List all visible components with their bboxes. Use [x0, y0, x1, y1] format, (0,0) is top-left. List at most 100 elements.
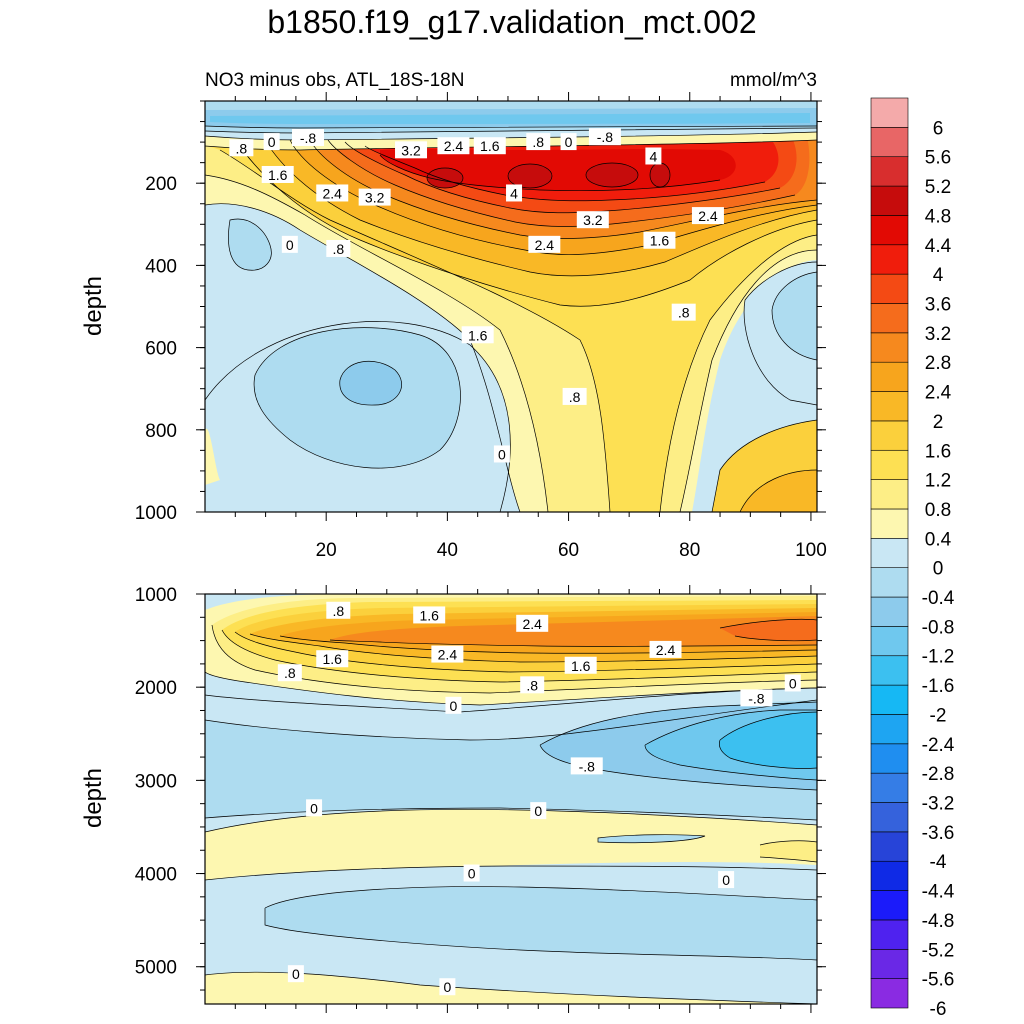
svg-text:1.6: 1.6: [480, 138, 500, 154]
svg-text:0: 0: [789, 675, 797, 691]
contour-label: 0: [287, 965, 304, 983]
colorbar-swatch: [870, 449, 909, 480]
contour-label: .8: [671, 303, 696, 321]
x-tick-label: 20: [316, 540, 337, 561]
bottom-panel: 1000 2000 3000 4000 5000 .8 1.6 2.4 2.4 1.6 .8 1.6…: [80, 585, 826, 1013]
colorbar-label: 6: [933, 118, 944, 139]
contour-label: 2.4: [516, 614, 549, 632]
top-y-axis-title: depth: [80, 276, 107, 336]
svg-text:0: 0: [286, 237, 294, 253]
colorbar-label: 3.6: [925, 294, 951, 315]
bottom-y-axis-title: depth: [80, 768, 107, 828]
svg-text:.8: .8: [332, 603, 344, 619]
svg-text:2.4: 2.4: [444, 138, 464, 154]
contour-label: 0: [306, 799, 323, 817]
contour-label: 3.2: [576, 211, 609, 229]
colorbar-label: -6: [930, 999, 947, 1020]
colorbar-swatch: [870, 714, 909, 745]
colorbar-swatch: [870, 332, 909, 363]
colorbar-label: -2: [930, 705, 947, 726]
colorbar-label: -1.6: [922, 676, 955, 697]
contour-label: -.8: [570, 757, 603, 775]
colorbar-swatch: [870, 802, 909, 833]
svg-text:1.6: 1.6: [571, 658, 591, 674]
svg-text:1.6: 1.6: [419, 607, 439, 623]
contour-label: 3.2: [358, 188, 391, 206]
x-tick-label: 60: [558, 540, 579, 561]
contour-label: 0: [560, 133, 577, 151]
colorbar-label: 3.2: [925, 324, 951, 345]
svg-text:2.4: 2.4: [522, 616, 542, 632]
y-tick-label: 600: [145, 339, 177, 360]
svg-text:.8: .8: [532, 134, 544, 150]
colorbar-swatch: [870, 919, 909, 950]
contour-label: -.8: [588, 128, 621, 146]
colorbar-label: 2: [933, 412, 944, 433]
y-tick-label: 400: [145, 256, 177, 277]
colorbar-label: -1.2: [922, 647, 955, 668]
bottom-plot-frame: [204, 593, 818, 1005]
svg-text:0: 0: [292, 966, 300, 982]
svg-text:0: 0: [534, 803, 542, 819]
contour-label: 2.4: [528, 235, 561, 253]
colorbar-label: -2.4: [922, 735, 955, 756]
svg-text:1.6: 1.6: [650, 233, 670, 249]
chart-title: b1850.f19_g17.validation_mct.002: [267, 4, 757, 40]
bottom-contour-labels: .8 1.6 2.4 2.4 1.6 .8 1.6 2.4 .8 0 0 -.8 -.8 0 0 0 0 0 0: [277, 601, 801, 996]
colorbar-label: -0.8: [922, 617, 955, 638]
svg-text:-.8: -.8: [579, 758, 596, 774]
svg-text:0: 0: [450, 698, 458, 714]
contour-label: 1.6: [643, 231, 676, 249]
svg-text:-.8: -.8: [597, 129, 614, 145]
svg-text:3.2: 3.2: [365, 190, 385, 206]
colorbar-label: -0.4: [922, 588, 955, 609]
colorbar-swatch: [870, 420, 909, 451]
colorbar-label: 4.4: [925, 236, 952, 257]
colorbar-swatch: [870, 890, 909, 921]
contour-label: 2.4: [649, 640, 682, 658]
svg-text:3.2: 3.2: [401, 142, 421, 158]
y-tick-label: 5000: [135, 958, 177, 979]
contour-label: .8: [326, 239, 351, 257]
svg-text:0: 0: [310, 800, 318, 816]
colorbar-label: 2.4: [925, 383, 952, 404]
top-units-label: mmol/m^3: [730, 70, 817, 91]
y-tick-label: 800: [145, 421, 177, 442]
colorbar-label: 0: [933, 559, 944, 580]
y-tick-label: 1000: [135, 503, 177, 524]
colorbar-label: 5.2: [925, 177, 951, 198]
svg-text:0: 0: [268, 134, 276, 150]
colorbar-swatch: [870, 772, 909, 803]
contour-label: 2.4: [691, 207, 724, 225]
svg-text:.8: .8: [678, 305, 690, 321]
contour-label: 2.4: [316, 184, 349, 202]
contour-label: -.8: [740, 689, 773, 707]
contour-label: 1.6: [413, 606, 446, 624]
colorbar-swatch: [870, 596, 909, 627]
colorbar-swatch: [870, 273, 909, 304]
top-subtitle: NO3 minus obs, ATL_18S-18N: [205, 70, 464, 91]
x-tick-label: 80: [679, 540, 700, 561]
colorbar-label: -5.6: [922, 970, 955, 991]
y-tick-label: 1000: [135, 585, 177, 606]
colorbar-label: 2.8: [925, 353, 951, 374]
colorbar-swatch: [870, 303, 909, 334]
x-tick-label: 100: [795, 540, 827, 561]
contour-label: 4: [645, 147, 662, 165]
contour-label: .8: [277, 664, 302, 682]
colorbar-swatch: [870, 567, 909, 598]
colorbar-label: 1.6: [925, 441, 951, 462]
contour-label: 0: [784, 674, 801, 692]
svg-text:.8: .8: [569, 389, 581, 405]
bottom-contour-field: [205, 594, 817, 1004]
svg-text:1.6: 1.6: [468, 327, 488, 343]
svg-text:2.4: 2.4: [438, 647, 458, 663]
colorbar-swatch: [870, 860, 909, 891]
svg-text:2.4: 2.4: [698, 208, 718, 224]
x-tick-label: 40: [437, 540, 458, 561]
top-contour-labels: .8 0 -.8 3.2 2.4 1.6 .8 0 -.8 4 1.6 2.4 3.2 4 3.2 2.4 0.…: [229, 128, 724, 463]
svg-text:-.8: -.8: [748, 690, 765, 706]
